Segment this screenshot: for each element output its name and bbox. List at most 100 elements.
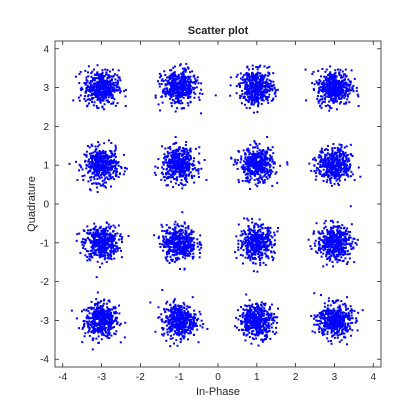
data-point bbox=[246, 310, 249, 313]
data-point bbox=[108, 333, 111, 336]
data-point bbox=[197, 175, 200, 178]
data-point bbox=[157, 158, 160, 161]
data-point bbox=[275, 326, 278, 329]
data-point bbox=[85, 76, 88, 79]
data-point bbox=[265, 167, 268, 170]
data-point bbox=[176, 251, 178, 254]
data-point bbox=[174, 227, 177, 230]
data-point bbox=[254, 156, 257, 159]
data-point bbox=[253, 173, 256, 176]
data-point bbox=[176, 224, 179, 227]
data-point bbox=[188, 319, 191, 322]
data-point bbox=[177, 155, 180, 158]
data-point bbox=[177, 332, 180, 335]
data-point bbox=[252, 150, 255, 153]
data-point bbox=[276, 226, 279, 229]
data-point bbox=[154, 165, 157, 168]
data-point bbox=[109, 86, 112, 89]
data-point bbox=[184, 175, 187, 178]
data-point bbox=[100, 249, 103, 252]
data-point bbox=[114, 144, 117, 147]
data-point bbox=[96, 229, 99, 232]
data-point bbox=[189, 147, 192, 150]
data-point bbox=[180, 175, 183, 178]
data-point bbox=[253, 174, 256, 177]
data-point bbox=[103, 152, 106, 155]
data-point bbox=[268, 163, 271, 166]
data-point bbox=[272, 257, 275, 260]
data-point bbox=[98, 171, 101, 174]
data-point bbox=[183, 312, 186, 315]
data-point bbox=[249, 249, 252, 252]
data-point bbox=[168, 247, 171, 250]
data-point bbox=[251, 234, 254, 237]
data-point bbox=[191, 238, 194, 241]
data-point bbox=[103, 252, 106, 255]
data-point bbox=[101, 75, 104, 78]
data-point bbox=[272, 321, 275, 324]
data-point bbox=[109, 163, 112, 166]
data-point bbox=[269, 313, 272, 316]
data-point bbox=[184, 244, 186, 247]
data-point bbox=[181, 308, 184, 311]
data-point bbox=[168, 322, 171, 325]
data-point bbox=[174, 92, 177, 95]
data-point bbox=[86, 104, 89, 107]
data-point bbox=[270, 157, 273, 160]
data-point bbox=[255, 171, 258, 174]
data-point bbox=[245, 334, 248, 337]
data-point bbox=[109, 325, 112, 328]
data-point bbox=[101, 244, 104, 247]
data-point bbox=[178, 154, 181, 157]
data-point bbox=[173, 149, 176, 152]
data-point bbox=[171, 167, 174, 170]
data-point bbox=[176, 83, 179, 86]
data-point bbox=[114, 166, 117, 169]
data-point bbox=[171, 81, 174, 84]
data-point bbox=[178, 312, 181, 315]
data-point bbox=[167, 76, 170, 79]
data-point bbox=[180, 240, 183, 243]
data-point bbox=[174, 311, 177, 314]
data-point bbox=[89, 155, 92, 157]
data-point bbox=[114, 306, 117, 309]
data-point bbox=[173, 159, 176, 162]
data-point bbox=[118, 87, 121, 90]
data-point bbox=[95, 302, 98, 305]
data-point bbox=[105, 91, 108, 94]
data-point bbox=[107, 226, 110, 229]
data-point bbox=[182, 87, 185, 90]
data-point bbox=[177, 324, 180, 327]
data-point bbox=[174, 80, 177, 83]
data-point bbox=[168, 233, 171, 236]
data-point bbox=[241, 165, 244, 168]
data-point bbox=[184, 257, 187, 260]
data-point bbox=[175, 150, 178, 153]
data-point bbox=[98, 156, 101, 159]
data-point bbox=[245, 240, 248, 243]
data-point bbox=[185, 90, 188, 93]
data-point bbox=[256, 156, 259, 159]
data-point bbox=[176, 176, 179, 179]
data-point bbox=[258, 142, 261, 145]
data-point bbox=[202, 323, 205, 326]
data-point bbox=[174, 250, 177, 253]
data-point bbox=[180, 158, 183, 161]
data-point bbox=[172, 86, 175, 89]
data-point bbox=[168, 327, 171, 330]
data-point bbox=[267, 323, 270, 326]
data-point bbox=[172, 94, 175, 97]
data-point bbox=[169, 334, 172, 337]
data-point bbox=[101, 96, 104, 99]
data-point bbox=[254, 165, 257, 168]
data-point bbox=[242, 164, 245, 167]
data-point bbox=[95, 306, 98, 309]
data-point bbox=[168, 237, 171, 240]
data-point bbox=[93, 228, 96, 231]
data-point bbox=[94, 327, 97, 330]
data-point bbox=[101, 71, 104, 74]
data-point bbox=[263, 318, 266, 321]
data-point bbox=[84, 159, 87, 162]
data-point bbox=[104, 319, 107, 322]
data-point bbox=[92, 325, 95, 328]
